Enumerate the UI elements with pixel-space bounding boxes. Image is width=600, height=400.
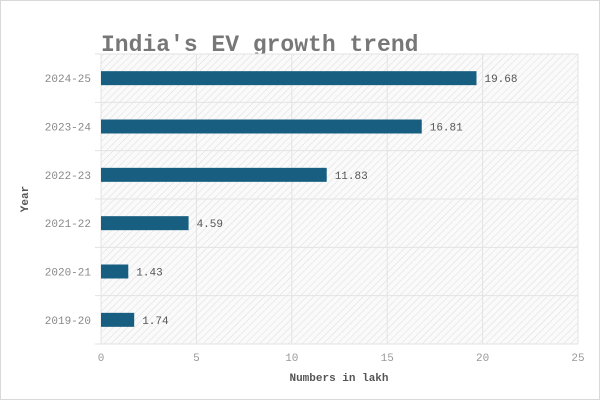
bar-2023-24 [101, 119, 422, 134]
x-tick-label: 15 [381, 353, 394, 365]
data-label: 1.43 [136, 268, 162, 280]
bar-2024-25 [101, 71, 477, 86]
bar-2021-22 [101, 216, 189, 231]
data-label: 11.83 [335, 171, 368, 183]
y-tick-label: 2021-22 [45, 219, 91, 231]
y-tick-label: 2022-23 [45, 171, 91, 183]
x-tick-label: 5 [193, 353, 200, 365]
x-tick-label: 10 [285, 353, 298, 365]
bar-2022-23 [101, 167, 327, 182]
bar-2020-21 [101, 264, 129, 279]
y-axis-label: Year [20, 186, 32, 212]
data-label: 19.68 [484, 74, 517, 86]
x-tick-label: 0 [98, 353, 105, 365]
y-tick-label: 2023-24 [45, 123, 92, 135]
data-label: 16.81 [430, 123, 463, 135]
bar-2019-20 [101, 312, 135, 327]
x-tick-label: 25 [571, 353, 584, 365]
y-tick-label: 2019-20 [45, 316, 91, 328]
x-axis-label: Numbers in lakh [289, 373, 388, 385]
x-tick-label: 20 [476, 353, 489, 365]
y-tick-label: 2024-25 [45, 74, 91, 86]
data-label: 1.74 [142, 316, 169, 328]
data-label: 4.59 [197, 219, 223, 231]
y-tick-label: 2020-21 [45, 268, 92, 280]
